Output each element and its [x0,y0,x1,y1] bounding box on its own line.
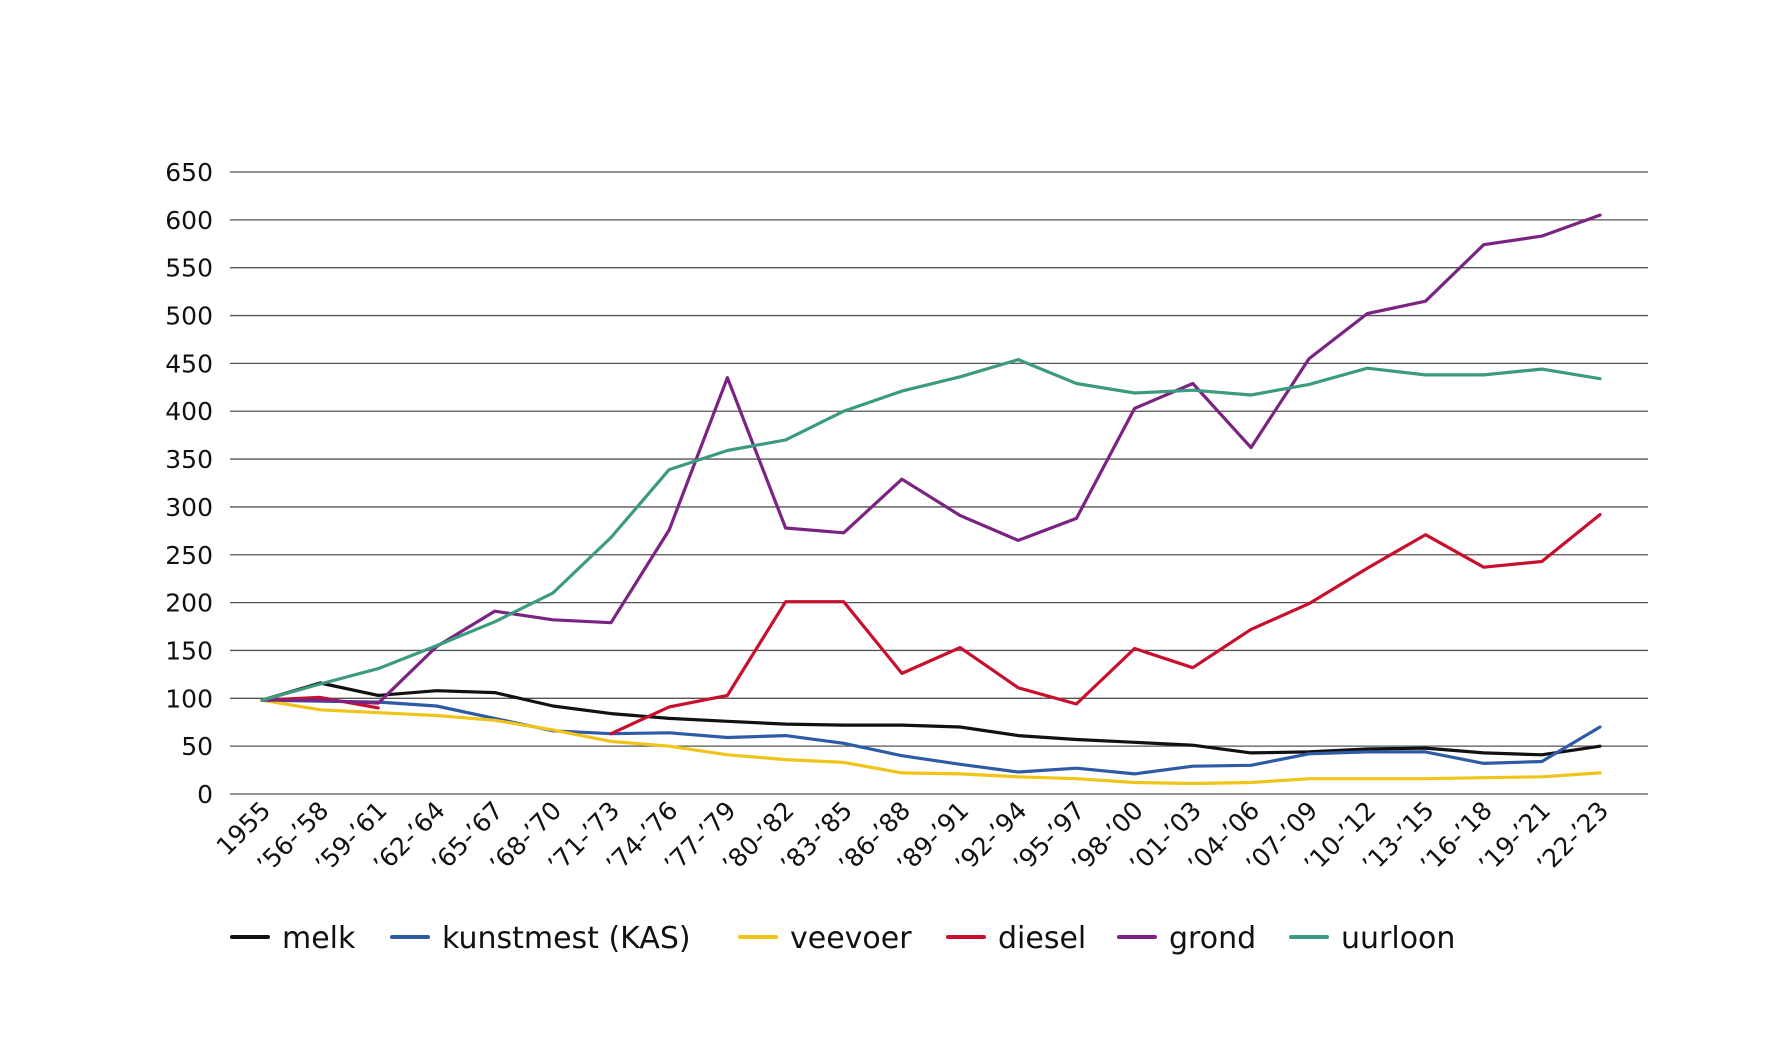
y-tick-label: 100 [165,684,213,713]
y-tick-label: 550 [165,254,213,283]
legend-label: veevoer [790,921,912,956]
y-tick-label: 200 [165,589,213,618]
y-tick-label: 150 [165,636,213,665]
y-axis: 0 50 100 150 200 250 300 350 400 450 500 550 600 650 [165,158,213,809]
series-grond [260,213,1602,705]
legend-item: uurloon [1289,921,1455,956]
legend: melk kunstmest (KAS) veevoer diesel grond uur… [230,921,1455,956]
series-line [260,358,1602,702]
series-line [260,698,1602,776]
y-tick-label: 400 [165,397,213,426]
legend-label: diesel [998,921,1086,956]
legend-item: veevoer [738,921,912,956]
series-diesel [260,513,1602,736]
series-line [260,681,1602,757]
series-line [260,698,1602,786]
y-tick-label: 50 [181,732,213,761]
series-uurloon [260,358,1602,702]
legend-label: uurloon [1341,921,1455,956]
x-axis: 1955’56-’58’59-’61’62-’64’65-’67’68-’70’… [211,796,1614,879]
series-melk [260,681,1602,757]
y-tick-label: 450 [165,349,213,378]
legend-label: grond [1169,921,1256,956]
gridlines [230,171,1648,795]
y-tick-label: 300 [165,493,213,522]
y-tick-label: 600 [165,206,213,235]
y-tick-label: 0 [197,780,213,809]
legend-item: melk [230,921,356,956]
series-lines [260,213,1602,786]
legend-label: melk [282,921,356,956]
y-tick-label: 500 [165,302,213,331]
series-line [609,513,1602,736]
series-veevoer [260,698,1602,786]
y-tick-label: 650 [165,158,213,187]
series-line [260,213,1602,705]
y-tick-label: 350 [165,445,213,474]
legend-item: kunstmest (KAS) [390,921,691,956]
series-kunstmest-kas- [260,698,1602,776]
legend-item: diesel [946,921,1086,956]
y-tick-label: 250 [165,541,213,570]
legend-item: grond [1117,921,1256,956]
legend-label: kunstmest (KAS) [442,921,691,956]
